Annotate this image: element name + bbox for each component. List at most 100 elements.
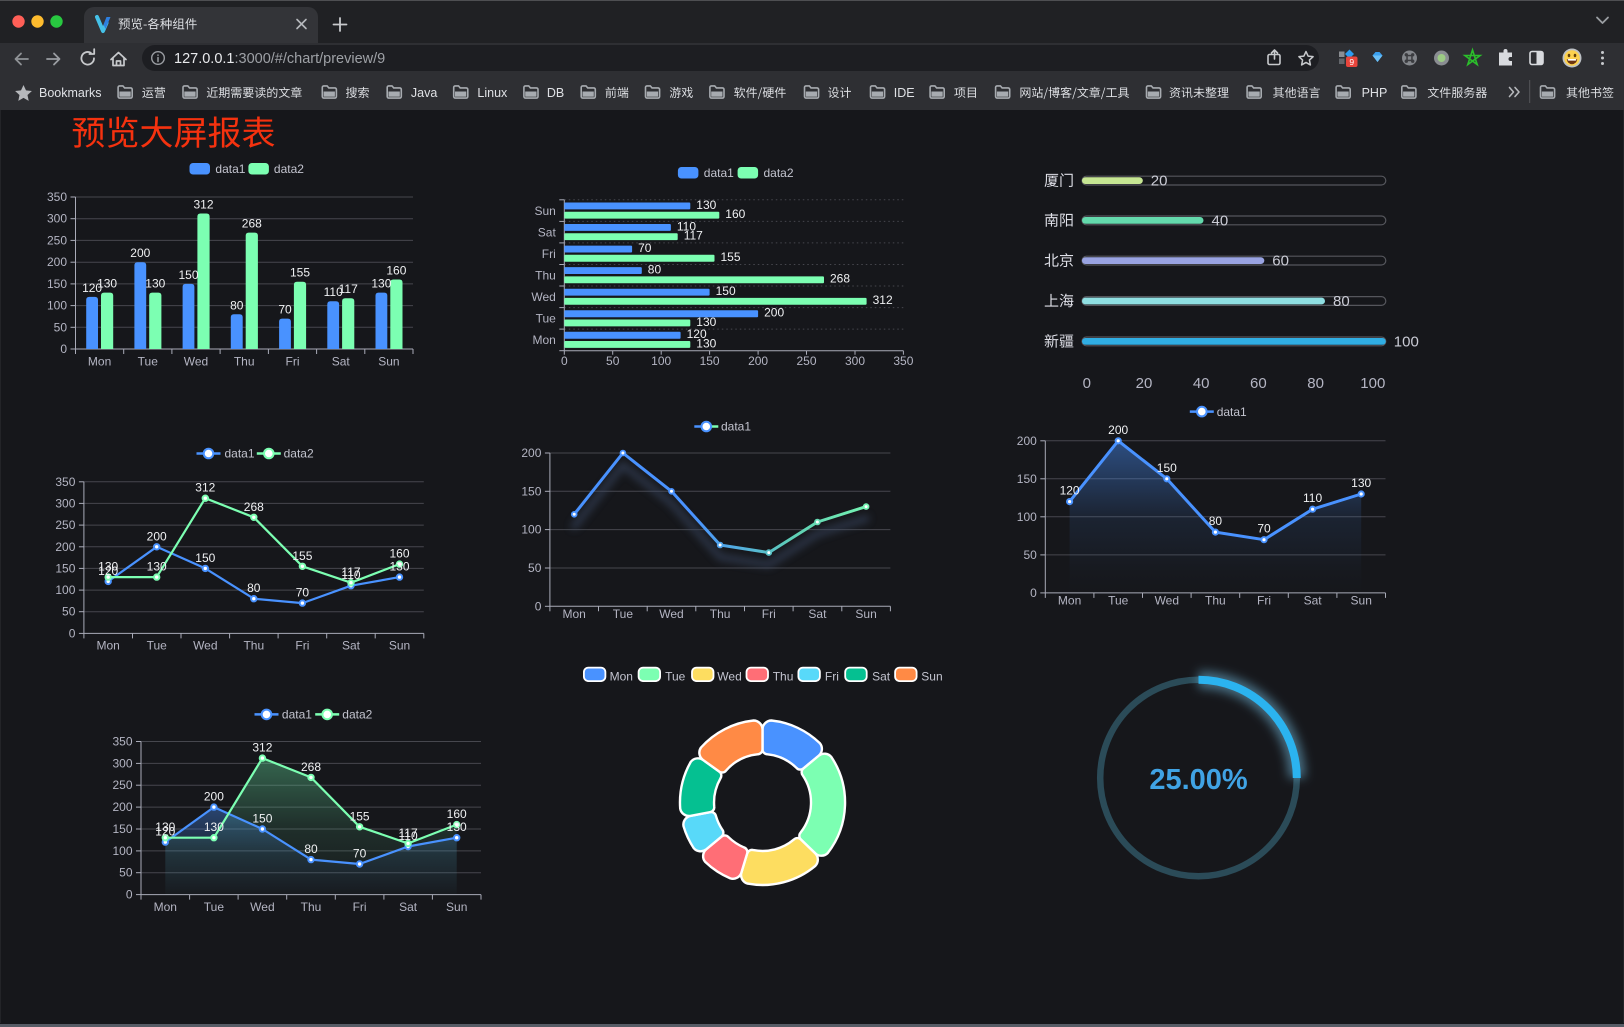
svg-text:Wed: Wed <box>659 607 683 621</box>
svg-text:Linux: Linux <box>477 86 508 100</box>
svg-text:20: 20 <box>1151 173 1168 190</box>
svg-text:50: 50 <box>1023 548 1037 562</box>
svg-text:DB: DB <box>547 86 564 100</box>
svg-text:60: 60 <box>1250 375 1267 392</box>
svg-text:Fri: Fri <box>825 670 839 684</box>
svg-text:300: 300 <box>47 212 67 226</box>
svg-text:50: 50 <box>606 354 620 368</box>
svg-text:150: 150 <box>47 277 67 291</box>
svg-text:155: 155 <box>721 250 741 264</box>
svg-text:150: 150 <box>178 268 198 282</box>
svg-text:117: 117 <box>684 229 703 243</box>
svg-text:20: 20 <box>1136 375 1153 392</box>
svg-text:100: 100 <box>47 299 67 313</box>
svg-text:Mon: Mon <box>154 900 177 914</box>
svg-text:350: 350 <box>47 190 67 204</box>
svg-text:160: 160 <box>725 207 745 221</box>
svg-text:130: 130 <box>155 820 175 834</box>
svg-text:50: 50 <box>528 561 542 575</box>
svg-text:100: 100 <box>1394 333 1419 350</box>
svg-text:120: 120 <box>82 281 102 295</box>
svg-text:100: 100 <box>55 583 75 597</box>
svg-text:Thu: Thu <box>1205 594 1226 608</box>
svg-text:200: 200 <box>204 790 224 804</box>
svg-text:Bookmarks: Bookmarks <box>39 86 102 100</box>
svg-text:130: 130 <box>389 560 409 574</box>
svg-text:160: 160 <box>386 264 406 278</box>
svg-text:Tue: Tue <box>147 639 168 653</box>
svg-text:data1: data1 <box>721 420 751 434</box>
svg-text:300: 300 <box>55 496 75 510</box>
svg-text:Wed: Wed <box>1155 594 1179 608</box>
svg-text:110: 110 <box>399 829 418 843</box>
svg-text:150: 150 <box>521 484 541 498</box>
svg-text:80: 80 <box>230 298 244 312</box>
svg-text:Java: Java <box>411 86 437 100</box>
svg-text:130: 130 <box>147 560 167 574</box>
svg-text:70: 70 <box>638 241 652 255</box>
svg-text:150: 150 <box>1017 472 1037 486</box>
svg-text:117: 117 <box>399 826 418 840</box>
svg-text:127.0.0.1:3000/#/chart/preview: 127.0.0.1:3000/#/chart/preview/9 <box>174 51 385 67</box>
svg-text:Tue: Tue <box>138 355 159 369</box>
svg-text:9: 9 <box>1349 57 1354 67</box>
svg-text:100: 100 <box>112 844 132 858</box>
svg-text:200: 200 <box>748 354 768 368</box>
svg-text:40: 40 <box>1212 212 1229 229</box>
svg-text:data1: data1 <box>1217 405 1247 419</box>
svg-text:100: 100 <box>1360 375 1385 392</box>
svg-text:Fri: Fri <box>542 247 556 261</box>
svg-text:350: 350 <box>112 735 132 749</box>
svg-text:268: 268 <box>830 272 850 286</box>
svg-text:200: 200 <box>47 255 67 269</box>
svg-text:110: 110 <box>677 219 696 233</box>
svg-text:150: 150 <box>112 822 132 836</box>
svg-text:200: 200 <box>55 540 75 554</box>
svg-text:0: 0 <box>60 342 67 356</box>
svg-text:160: 160 <box>389 547 409 561</box>
svg-text:Mon: Mon <box>1058 594 1081 608</box>
svg-text:Sat: Sat <box>538 225 557 239</box>
svg-text:data1: data1 <box>225 447 255 461</box>
svg-text:Wed: Wed <box>250 900 274 914</box>
svg-text:200: 200 <box>130 246 150 260</box>
svg-text:150: 150 <box>700 354 720 368</box>
svg-text:155: 155 <box>292 549 312 563</box>
svg-text:250: 250 <box>796 354 816 368</box>
svg-text:250: 250 <box>112 778 132 792</box>
svg-text:data2: data2 <box>284 447 314 461</box>
svg-text:150: 150 <box>55 561 75 575</box>
svg-text:160: 160 <box>447 807 467 821</box>
svg-text:Thu: Thu <box>301 900 322 914</box>
svg-text:data1: data1 <box>282 708 312 722</box>
svg-text:80: 80 <box>1209 514 1223 528</box>
svg-text:312: 312 <box>195 481 215 495</box>
svg-text:data1: data1 <box>704 166 734 180</box>
svg-text:Thu: Thu <box>243 639 264 653</box>
svg-text:25.00%: 25.00% <box>1149 764 1248 796</box>
svg-text:100: 100 <box>521 523 541 537</box>
svg-text:120: 120 <box>687 327 707 341</box>
svg-text:Mon: Mon <box>88 355 111 369</box>
svg-text:250: 250 <box>55 518 75 532</box>
svg-text:130: 130 <box>371 277 391 291</box>
svg-text:60: 60 <box>1272 253 1289 270</box>
svg-text:Mon: Mon <box>563 607 586 621</box>
svg-text:Fri: Fri <box>295 639 309 653</box>
svg-text:data2: data2 <box>342 708 372 722</box>
svg-text:0: 0 <box>69 626 76 640</box>
svg-text:Thu: Thu <box>234 355 255 369</box>
svg-text:155: 155 <box>350 809 370 823</box>
svg-text:150: 150 <box>252 812 272 826</box>
svg-text:200: 200 <box>521 446 541 460</box>
svg-text:Sat: Sat <box>399 900 418 914</box>
svg-text:PHP: PHP <box>1362 86 1388 100</box>
svg-text:Wed: Wed <box>193 639 217 653</box>
svg-text:Tue: Tue <box>536 312 557 326</box>
svg-text:100: 100 <box>1017 510 1037 524</box>
svg-text:120: 120 <box>98 564 118 578</box>
svg-text:110: 110 <box>341 568 360 582</box>
svg-text:Sat: Sat <box>872 670 891 684</box>
svg-text:Fri: Fri <box>286 355 300 369</box>
svg-text:Sun: Sun <box>378 355 399 369</box>
